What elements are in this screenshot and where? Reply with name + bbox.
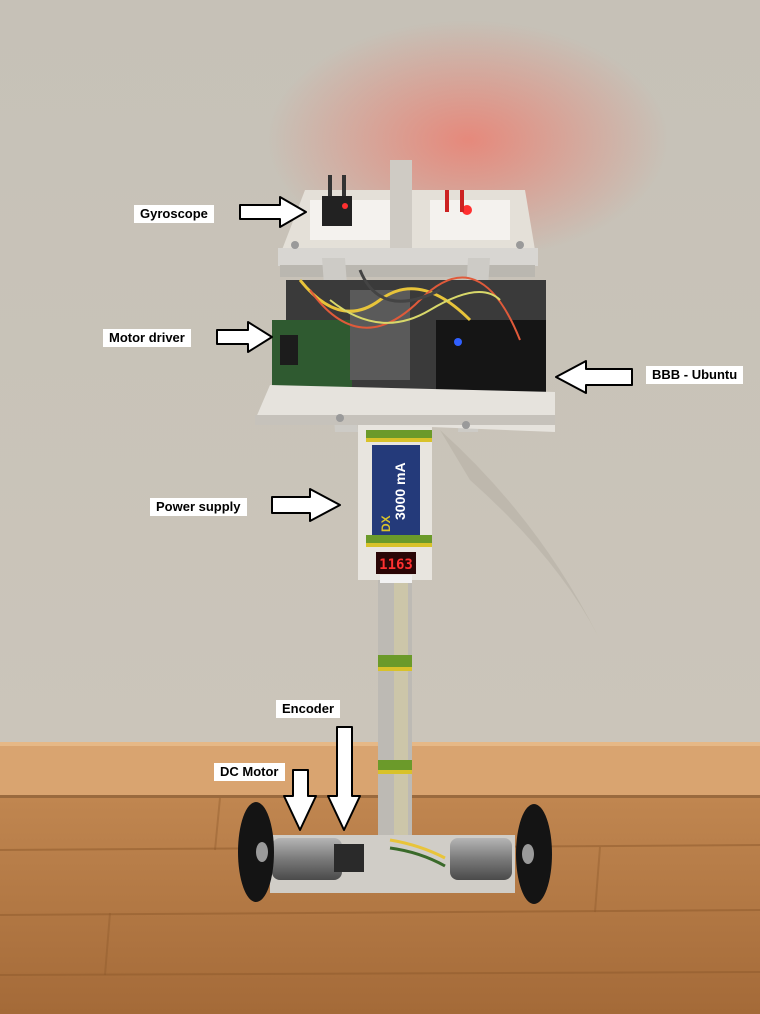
right-dc-motor	[450, 838, 512, 880]
battery-brand-text: DX	[379, 515, 393, 532]
dc-motor-label: DC Motor	[214, 763, 285, 781]
bbb-ubuntu-label: BBB - Ubuntu	[646, 366, 744, 384]
encoder-label: Encoder	[276, 700, 341, 718]
red-led	[462, 205, 472, 215]
motor-driver-label: Motor driver	[103, 329, 191, 347]
power-supply-arrow-icon	[271, 488, 341, 522]
blue-led	[454, 338, 462, 346]
battery-capacity-text: 3000 mA	[392, 462, 408, 520]
encoder-arrow-icon	[327, 726, 361, 831]
power-supply-label: Power supply	[150, 498, 247, 516]
motor-driver-arrow-icon	[216, 321, 273, 353]
gyroscope-arrow-icon	[239, 196, 307, 228]
dc-motor-arrow-icon	[283, 769, 317, 831]
voltage-display	[376, 552, 416, 574]
beaglebone-board	[436, 320, 546, 400]
left-dc-motor	[272, 838, 342, 880]
bbb-ubuntu-arrow-icon	[555, 360, 633, 394]
center-post	[390, 160, 412, 260]
encoder	[334, 844, 364, 872]
voltage-reading: 1163	[379, 557, 413, 573]
gyroscope-module	[322, 196, 352, 226]
gyroscope-label: Gyroscope	[134, 205, 214, 223]
